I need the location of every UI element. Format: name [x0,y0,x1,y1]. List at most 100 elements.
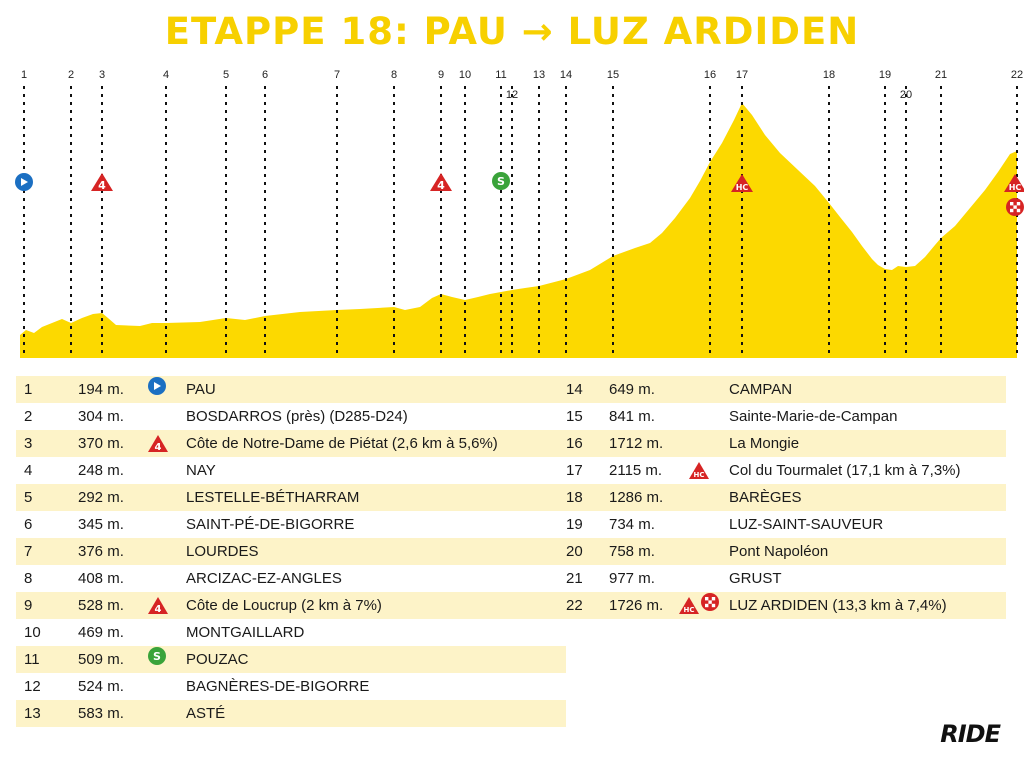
waypoint-number: 20 [566,543,583,560]
waypoint-table-left: 1 194 m. PAU 2 304 m. BOSDARROS (près) (D285-… [16,376,566,727]
waypoint-altitude: 376 m. [78,543,124,560]
waypoint-number-label: 8 [391,69,397,81]
waypoint-number: 14 [566,381,583,398]
waypoint-number-label: 12 [506,89,518,101]
waypoint-row: 15 841 m. Sainte-Marie-de-Campan [566,403,1006,430]
waypoint-name: POUZAC [186,651,249,668]
waypoint-name: LUZ ARDIDEN (13,3 km à 7,4%) [729,597,947,614]
waypoint-row: 11 509 m. POUZAC S [16,646,566,673]
waypoint-number-label: 19 [879,69,891,81]
waypoint-altitude: 194 m. [78,381,124,398]
hc-climb-icon: HC [678,596,699,614]
waypoint-number: 13 [24,705,41,722]
waypoint-altitude: 248 m. [78,462,124,479]
sprint-icon: S [147,646,166,665]
waypoint-row: 13 583 m. ASTÉ [16,700,566,727]
waypoint-altitude: 528 m. [78,597,124,614]
cat4-climb-icon: 4 [430,173,452,192]
waypoint-number: 2 [24,408,33,425]
waypoint-number: 18 [566,489,583,506]
svg-text:4: 4 [155,442,162,453]
sprint-icon: S [492,172,510,190]
waypoint-name: LESTELLE-BÉTHARRAM [186,489,360,506]
waypoint-number-label: 20 [900,89,912,101]
waypoint-row: 8 408 m. ARCIZAC-EZ-ANGLES [16,565,566,592]
waypoint-name: SAINT-PÉ-DE-BIGORRE [186,516,355,533]
waypoint-row: 7 376 m. LOURDES [16,538,566,565]
waypoint-number-label: 22 [1011,69,1023,81]
waypoint-row: 9 528 m. Côte de Loucrup (2 km à 7%) 4 [16,592,566,619]
waypoint-number: 3 [24,435,33,452]
waypoint-name: Côte de Notre-Dame de Piétat (2,6 km à 5… [186,435,498,452]
waypoint-row: 20 758 m. Pont Napoléon [566,538,1006,565]
waypoint-row: 10 469 m. MONTGAILLARD [16,619,566,646]
finish-flag-icon [1006,198,1024,216]
waypoint-row: 18 1286 m. BARÈGES [566,484,1006,511]
waypoint-number: 5 [24,489,33,506]
waypoint-name: GRUST [729,570,782,587]
waypoint-number-label: 15 [607,69,619,81]
waypoint-number: 15 [566,408,583,425]
waypoint-name: CAMPAN [729,381,793,398]
brand-logo: RIDE [940,720,1001,748]
waypoint-name: Col du Tourmalet (17,1 km à 7,3%) [729,462,961,479]
waypoint-number: 19 [566,516,583,533]
waypoint-row: 2 304 m. BOSDARROS (près) (D285-D24) [16,403,566,430]
cat4-climb-icon: 4 [147,596,168,615]
svg-text:S: S [497,175,505,188]
waypoint-name: La Mongie [729,435,800,452]
waypoint-number: 11 [24,651,40,668]
waypoint-name: Pont Napoléon [729,543,829,560]
waypoint-name: BAGNÈRES-DE-BIGORRE [186,678,370,695]
waypoint-row: 17 2115 m. Col du Tourmalet (17,1 km à 7,3… [566,457,1006,484]
waypoint-altitude: 345 m. [78,516,124,533]
waypoint-row: 19 734 m. LUZ-SAINT-SAUVEUR [566,511,1006,538]
waypoint-name: ASTÉ [186,705,226,722]
waypoint-altitude: 509 m. [78,651,124,668]
waypoint-altitude: 841 m. [609,408,655,425]
waypoint-number-label: 4 [163,69,169,81]
svg-text:S: S [153,650,161,663]
waypoint-number-label: 10 [459,69,471,81]
svg-text:HC: HC [1009,183,1022,192]
waypoint-name: Sainte-Marie-de-Campan [729,408,898,425]
start-icon [147,376,166,395]
waypoint-altitude: 370 m. [78,435,124,452]
waypoint-altitude: 1286 m. [609,489,664,506]
start-icon [15,173,33,191]
waypoint-altitude: 583 m. [78,705,124,722]
waypoint-number-label: 18 [823,69,835,81]
waypoint-altitude: 649 m. [609,381,655,398]
waypoint-name: BOSDARROS (près) (D285-D24) [186,408,408,425]
waypoint-number: 9 [24,597,33,614]
waypoint-altitude: 2115 m. [609,462,663,479]
waypoint-number: 21 [566,570,583,587]
waypoint-row: 22 1726 m. LUZ ARDIDEN (13,3 km à 7,4%) HC [566,592,1006,619]
waypoint-altitude: 734 m. [609,516,655,533]
waypoint-number-label: 21 [935,69,947,81]
svg-text:HC: HC [684,606,695,614]
hc-climb-icon: HC [731,174,753,192]
svg-text:4: 4 [155,604,162,615]
waypoint-name: LOURDES [186,543,259,560]
waypoint-name: LUZ-SAINT-SAUVEUR [729,516,884,533]
waypoint-altitude: 977 m. [609,570,655,587]
waypoint-row: 3 370 m. Côte de Notre-Dame de Piétat (2,6… [16,430,566,457]
waypoint-number: 7 [24,543,33,560]
waypoint-number: 16 [566,435,583,452]
waypoint-number-label: 9 [438,69,444,81]
waypoint-number: 6 [24,516,33,533]
waypoint-number: 10 [24,624,41,641]
waypoint-name: ARCIZAC-EZ-ANGLES [186,570,342,587]
waypoint-row: 21 977 m. GRUST [566,565,1006,592]
waypoint-number-label: 5 [223,69,229,81]
waypoint-row: 6 345 m. SAINT-PÉ-DE-BIGORRE [16,511,566,538]
waypoint-number: 17 [566,462,583,479]
waypoint-number-label: 3 [99,69,105,81]
waypoint-number-label: 1 [21,69,27,81]
waypoint-altitude: 408 m. [78,570,124,587]
waypoint-row: 1 194 m. PAU [16,376,566,403]
hc-climb-icon: HC [1004,174,1024,192]
svg-text:HC: HC [736,183,749,192]
